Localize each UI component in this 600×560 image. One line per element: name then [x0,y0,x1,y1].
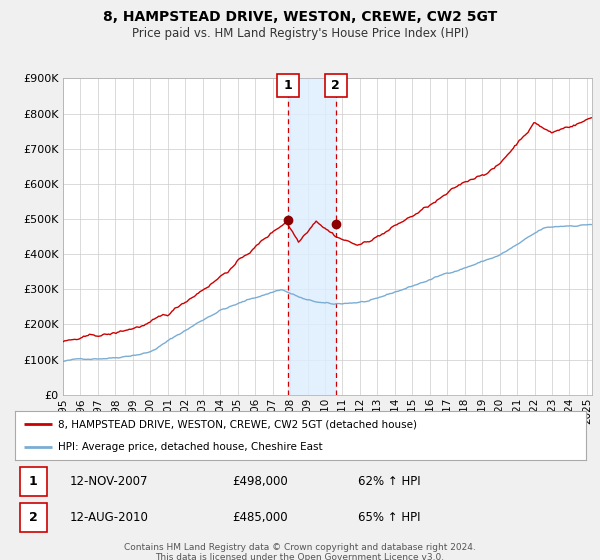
Text: 12-AUG-2010: 12-AUG-2010 [69,511,148,524]
FancyBboxPatch shape [20,503,47,533]
Text: This data is licensed under the Open Government Licence v3.0.: This data is licensed under the Open Gov… [155,553,445,560]
Text: HPI: Average price, detached house, Cheshire East: HPI: Average price, detached house, Ches… [58,442,322,452]
Text: 12-NOV-2007: 12-NOV-2007 [69,475,148,488]
Text: 2: 2 [331,79,340,92]
Bar [288,78,336,395]
Text: 1: 1 [283,79,292,92]
Text: 2: 2 [29,511,38,524]
Text: 1: 1 [29,475,38,488]
Text: £485,000: £485,000 [232,511,287,524]
Text: 8, HAMPSTEAD DRIVE, WESTON, CREWE, CW2 5GT (detached house): 8, HAMPSTEAD DRIVE, WESTON, CREWE, CW2 5… [58,419,417,430]
Text: 62% ↑ HPI: 62% ↑ HPI [358,475,421,488]
FancyBboxPatch shape [20,466,47,496]
Text: Contains HM Land Registry data © Crown copyright and database right 2024.: Contains HM Land Registry data © Crown c… [124,543,476,552]
Text: Price paid vs. HM Land Registry's House Price Index (HPI): Price paid vs. HM Land Registry's House … [131,27,469,40]
Text: 8, HAMPSTEAD DRIVE, WESTON, CREWE, CW2 5GT: 8, HAMPSTEAD DRIVE, WESTON, CREWE, CW2 5… [103,10,497,24]
Text: £498,000: £498,000 [232,475,288,488]
Text: 65% ↑ HPI: 65% ↑ HPI [358,511,420,524]
